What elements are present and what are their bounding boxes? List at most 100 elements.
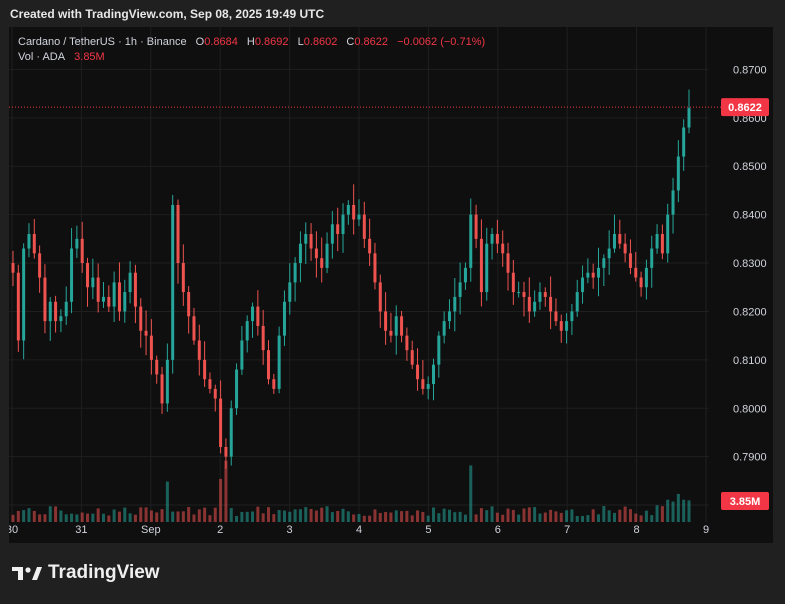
volume-bar — [192, 514, 196, 522]
volume-bar — [581, 515, 585, 522]
volume-bar — [91, 513, 95, 522]
volume-row: Vol · ADA 3.85M — [18, 50, 485, 65]
candle-body — [160, 374, 164, 404]
volume-bar — [421, 511, 425, 522]
candle-body — [559, 321, 563, 331]
volume-bar — [229, 508, 233, 522]
candle-body — [320, 258, 324, 268]
candle-body — [155, 359, 159, 375]
y-tick-label: 0.8100 — [733, 355, 767, 367]
candle-body — [618, 233, 622, 244]
volume-bar — [117, 511, 121, 522]
candle-body — [485, 243, 489, 293]
candle-body — [394, 316, 398, 336]
candle-body — [458, 282, 462, 297]
volume-bar — [490, 506, 494, 522]
candle-body — [219, 398, 223, 447]
x-tick-label: 9 — [703, 524, 709, 536]
candle-body — [357, 214, 361, 220]
candle-body — [426, 384, 430, 389]
volume-bar — [11, 514, 15, 522]
candle-body — [549, 296, 553, 312]
volume-bar — [660, 506, 664, 522]
candle-body — [144, 330, 148, 336]
volume-bar — [416, 510, 420, 522]
volume-bar — [341, 508, 345, 522]
volume-bar — [612, 512, 616, 522]
candle-body — [410, 350, 414, 365]
volume-bar — [235, 515, 239, 522]
volume-bar — [304, 507, 308, 522]
volume-tag-text: 3.85M — [730, 496, 761, 508]
volume-bar — [320, 507, 324, 522]
volume-bar — [410, 515, 414, 522]
candle-body — [48, 301, 52, 322]
volume-bar — [181, 511, 185, 522]
candle-body — [607, 248, 611, 259]
volume-bar — [602, 506, 606, 522]
candle-body — [330, 224, 334, 244]
volume-bar — [256, 506, 260, 522]
volume-bar — [655, 505, 659, 522]
volume-bar — [32, 511, 36, 522]
x-tick-label: 30 — [9, 524, 18, 536]
x-tick-label: 6 — [495, 524, 501, 536]
volume-bar — [570, 509, 574, 522]
candle-body — [208, 379, 212, 389]
candle-body — [272, 379, 276, 389]
candle-body — [43, 277, 47, 322]
volume-bar — [533, 507, 537, 522]
volume-bar — [43, 514, 47, 522]
volume-bar — [203, 507, 207, 522]
chart-panel[interactable]: 0.8700 0.8600 0.8500 0.8400 0.8300 0.8200 0.81… — [9, 27, 773, 543]
volume-tag — [721, 492, 769, 510]
candle-body — [282, 301, 286, 336]
volume-bar — [447, 509, 451, 522]
candle-body — [203, 359, 207, 380]
volume-bar — [458, 511, 462, 522]
candle-body — [495, 233, 499, 244]
candle-body — [666, 214, 670, 254]
candle-body — [384, 311, 388, 331]
candle-body — [298, 243, 302, 264]
low-value: 0.8602 — [303, 36, 338, 48]
volume-bar — [394, 510, 398, 522]
volume-bar — [277, 509, 281, 522]
volume-bar — [208, 515, 212, 522]
volume-bar — [634, 513, 638, 522]
candle-body — [463, 267, 467, 283]
volume-bar — [309, 508, 313, 522]
x-tick-label: Sep — [141, 524, 161, 536]
volume-bar — [22, 510, 26, 522]
volume-bar — [511, 509, 515, 522]
candle-body — [22, 248, 26, 341]
candle-body — [256, 306, 260, 326]
volume-bar — [453, 512, 457, 522]
candle-body — [187, 292, 191, 317]
candle-body — [650, 248, 654, 268]
volume-bar — [362, 515, 366, 522]
volume-bar — [400, 511, 404, 522]
candle-body — [38, 253, 42, 278]
volume-bar — [219, 478, 223, 522]
volume-bar — [501, 514, 505, 522]
price-chart[interactable]: 0.87000.86000.85000.84000.83000.82000.81… — [9, 27, 773, 543]
candle-body — [421, 379, 425, 389]
volume-bar — [527, 507, 531, 522]
volume-bar — [282, 510, 286, 522]
candle-body — [261, 325, 265, 351]
volume-bar — [554, 511, 558, 522]
volume-bar — [352, 514, 356, 522]
volume-bar — [517, 514, 521, 522]
candle-body — [128, 272, 132, 293]
candle-body — [266, 350, 270, 380]
volume-bar — [442, 508, 446, 522]
volume-bar — [495, 512, 499, 522]
candle-body — [479, 238, 483, 293]
volume-bar — [682, 499, 686, 522]
volume-bar — [38, 514, 42, 522]
candle-body — [639, 277, 643, 288]
candle-body — [293, 263, 297, 283]
created-with-banner: Created with TradingView.com, Sep 08, 20… — [10, 7, 325, 21]
candle-body — [671, 190, 675, 215]
